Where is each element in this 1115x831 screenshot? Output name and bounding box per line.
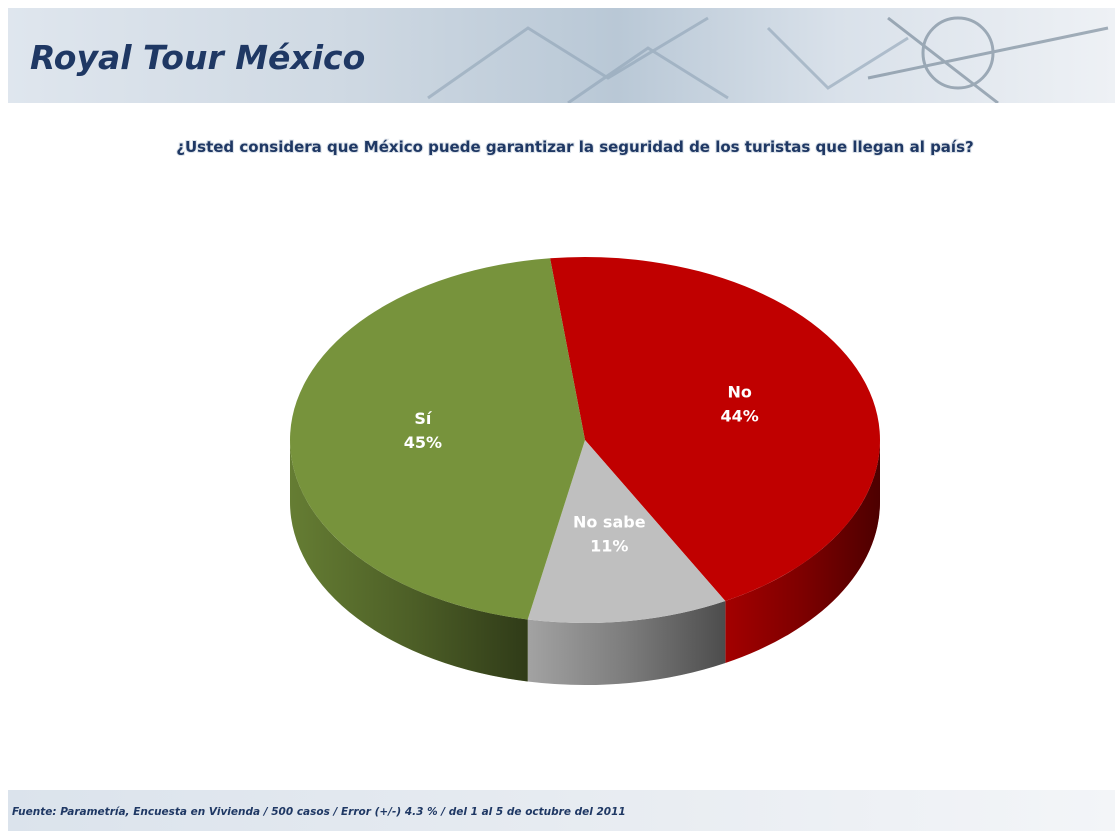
slice-label: Sí <box>414 409 433 428</box>
value-label: 11% <box>590 537 628 556</box>
value-label: 45% <box>404 433 442 452</box>
slice-label: No <box>727 383 751 402</box>
value-label: 44% <box>721 407 759 426</box>
source-note: Fuente: Parametría, Encuesta en Vivienda… <box>12 806 626 818</box>
chart: ¿Usted considera que México puede garant… <box>0 0 1115 780</box>
slide: Royal Tour México ¿Usted considera que M… <box>0 0 1115 831</box>
footer: Fuente: Parametría, Encuesta en Vivienda… <box>8 790 1115 831</box>
chart-title: ¿Usted considera que México puede garant… <box>176 138 973 156</box>
slice-label: No sabe <box>573 513 646 532</box>
